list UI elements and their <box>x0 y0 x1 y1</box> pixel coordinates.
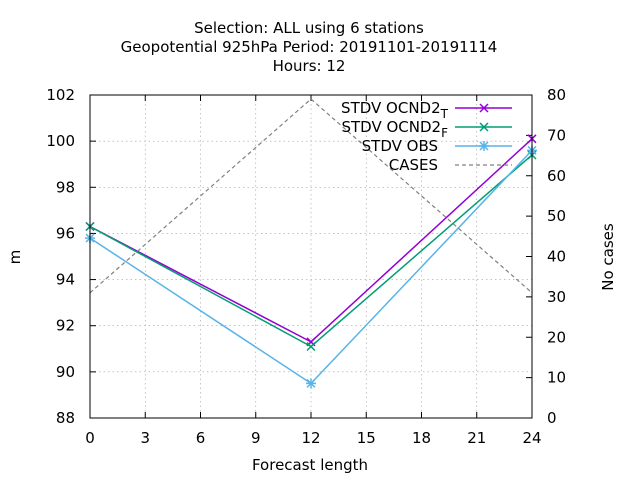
y2-axis-label: No cases <box>599 223 617 291</box>
y2-tick-label: 10 <box>547 369 566 387</box>
legend-label: STDV OCND2F <box>341 118 448 140</box>
y-tick-label: 90 <box>56 363 75 381</box>
plot-series <box>85 98 537 389</box>
tick-labels: 0 3 6 9 12 15 18 21 2488909294969810010201020304… <box>46 86 566 447</box>
legend-entry-3: CASES <box>389 156 512 174</box>
y-axis-label: m <box>6 250 24 265</box>
title-line-1: Selection: ALL using 6 stations <box>194 19 424 37</box>
x-tick-label: 18 <box>412 429 431 447</box>
y-tick-label: 100 <box>46 132 75 150</box>
title-line-3: Hours: 12 <box>273 57 346 75</box>
x-tick-label: 21 <box>467 429 486 447</box>
y2-tick-label: 60 <box>547 167 566 185</box>
series-1-point-stroke <box>306 341 316 352</box>
legend-marker-stroke <box>479 122 489 132</box>
legend-marker-stroke <box>479 103 489 113</box>
x-tick-label: 3 <box>140 429 150 447</box>
y2-tick-label: 70 <box>547 126 566 144</box>
x-tick-label: 15 <box>357 429 376 447</box>
series-3 <box>89 98 533 294</box>
y-tick-label: 88 <box>56 409 75 427</box>
title-line-2: Geopotential 925hPa Period: 20191101-201… <box>121 38 498 56</box>
legend-entry-2: STDV OBS <box>362 137 512 155</box>
y2-tick-label: 50 <box>547 207 566 225</box>
y-tick-label: 98 <box>56 178 75 196</box>
y2-tick-label: 40 <box>547 248 566 266</box>
grid <box>90 95 532 418</box>
series-1-line <box>89 154 533 348</box>
chart-title: Selection: ALL using 6 stations Geopoten… <box>121 19 498 75</box>
x-tick-label: 24 <box>522 429 541 447</box>
x-tick-label: 9 <box>251 429 261 447</box>
y2-tick-label: 80 <box>547 86 566 104</box>
plot-frame <box>89 94 533 419</box>
series-3-line <box>89 98 533 294</box>
y2-tick-label: 20 <box>547 328 566 346</box>
legend-label: STDV OCND2T <box>341 99 449 121</box>
x-tick-label: 0 <box>85 429 95 447</box>
y2-tick-label: 30 <box>547 288 566 306</box>
x-tick-label: 6 <box>196 429 206 447</box>
legend-label: CASES <box>389 156 438 174</box>
x-axis-label: Forecast length <box>252 456 368 474</box>
legend-entry-0: STDV OCND2T <box>341 99 512 121</box>
y-tick-label: 96 <box>56 224 75 242</box>
y-tick-label: 102 <box>46 86 75 104</box>
y-tick-label: 92 <box>56 317 75 335</box>
legend-entry-1: STDV OCND2F <box>341 118 512 140</box>
y2-tick-label: 0 <box>547 409 557 427</box>
legend-label: STDV OBS <box>362 137 438 155</box>
y-tick-label: 94 <box>56 271 75 289</box>
x-tick-label: 12 <box>301 429 320 447</box>
